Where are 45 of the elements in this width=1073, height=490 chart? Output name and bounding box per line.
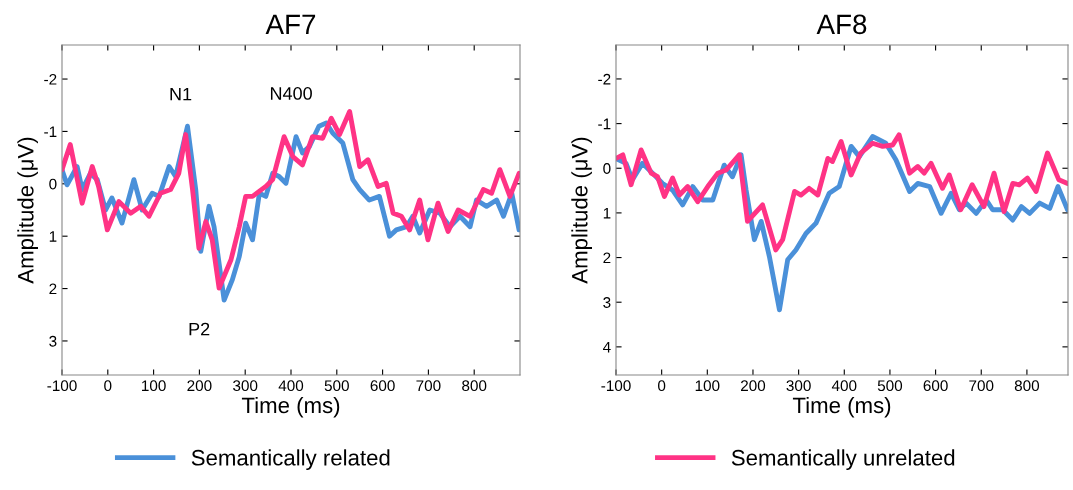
y-tick-label: 4 — [602, 341, 611, 353]
legend-label: Semantically related — [191, 449, 390, 470]
x-tick-label: 800 — [1014, 380, 1040, 392]
annotation: N400 — [270, 87, 312, 100]
x-tick-label: 400 — [831, 380, 857, 392]
x-tick-label: 700 — [416, 380, 441, 392]
y-axis-title: Amplitude (μV) — [571, 137, 592, 284]
chart-title: AF8 — [816, 14, 867, 35]
x-tick-label: 100 — [142, 380, 166, 392]
y-tick-label: 3 — [603, 297, 611, 308]
line-series — [616, 132, 1068, 253]
x-tick-label: -100 — [47, 380, 77, 392]
annotation: N1 — [170, 87, 192, 101]
annotation: P2 — [189, 322, 210, 336]
y-axis-title: Amplitude (μV) — [17, 137, 38, 284]
x-tick-label: -100 — [601, 380, 631, 392]
x-tick-label: 600 — [370, 380, 395, 392]
y-tick-label: 2 — [603, 252, 611, 264]
x-tick-label: 100 — [695, 380, 720, 392]
x-tick-label: 500 — [324, 380, 349, 392]
x-tick-label: 500 — [877, 380, 903, 392]
x-tick-label: 300 — [786, 380, 811, 392]
y-tick-label: -2 — [44, 73, 57, 85]
x-tick-label: 200 — [740, 380, 766, 392]
x-tick-label: 700 — [969, 380, 994, 392]
y-tick-label: 3 — [49, 335, 57, 347]
y-tick-label: 0 — [49, 178, 57, 190]
y-tick-label: -1 — [44, 126, 57, 137]
x-tick-label: 600 — [923, 380, 948, 392]
chart-title: AF7 — [265, 14, 316, 34]
x-axis-title: Time (ms) — [241, 396, 340, 418]
x-axis-title: Time (ms) — [792, 396, 891, 418]
x-tick-label: 400 — [278, 380, 304, 392]
x-tick-label: 300 — [233, 380, 258, 392]
y-tick-label: 1 — [49, 231, 57, 242]
y-tick-label: 1 — [603, 207, 611, 219]
y-tick-label: 0 — [603, 163, 611, 174]
y-tick-label: 2 — [49, 283, 57, 295]
legend-label: Semantically unrelated — [731, 449, 955, 470]
y-tick-label: -1 — [598, 118, 611, 130]
x-tick-label: 0 — [104, 380, 112, 392]
y-tick-label: -2 — [598, 73, 611, 85]
x-tick-label: 0 — [658, 380, 666, 392]
x-tick-label: 800 — [462, 380, 487, 392]
x-tick-label: 200 — [187, 380, 212, 392]
